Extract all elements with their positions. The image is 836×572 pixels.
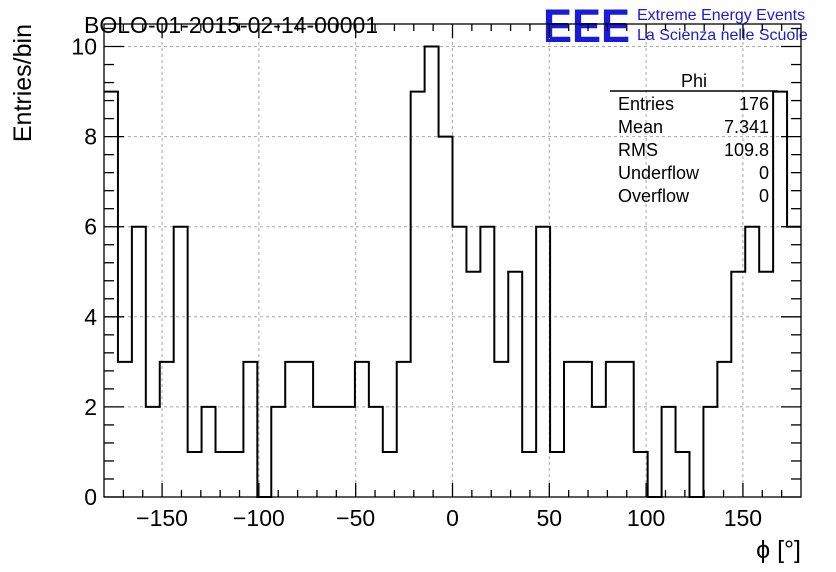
histogram-bin [466, 272, 480, 497]
x-tick-label: 150 [724, 505, 762, 531]
eee-logo: EEE [543, 0, 630, 52]
histogram-bin [662, 407, 676, 497]
stats-row-label: Underflow [618, 163, 700, 183]
stats-row-label: Overflow [618, 186, 690, 206]
x-tick-label: −150 [136, 505, 188, 531]
histogram-bin [439, 137, 453, 497]
stats-title: Phi [681, 71, 707, 91]
histogram-bin [271, 407, 285, 497]
histogram-bin [480, 227, 494, 497]
stats-row-value: 0 [759, 186, 769, 206]
histogram-outline [104, 45, 801, 498]
y-tick-label: 4 [84, 304, 97, 330]
stats-row-value: 176 [739, 94, 769, 114]
logo-line-1: Extreme Energy Events [637, 7, 805, 24]
x-tick-label: 50 [537, 505, 563, 531]
histogram-bin [146, 407, 160, 497]
histogram-bin [216, 452, 230, 497]
histogram-bin [425, 47, 439, 497]
x-tick-label: 0 [446, 505, 459, 531]
histogram-bin [341, 407, 355, 497]
y-tick-label: 6 [84, 214, 97, 240]
histogram-bin [731, 272, 745, 497]
stats-row-value: 109.8 [724, 140, 769, 160]
stats-row-value: 7.341 [724, 117, 769, 137]
histogram-bin [118, 362, 132, 497]
histogram-bin [285, 362, 299, 497]
histogram-bin [787, 227, 801, 497]
histogram-bin [564, 362, 578, 497]
y-tick-label: 8 [84, 124, 97, 150]
histogram-bin [243, 362, 257, 497]
histogram-bin [188, 452, 202, 497]
histogram-bin [606, 362, 620, 497]
histogram-bin [397, 362, 411, 497]
histogram-bin [620, 362, 634, 497]
histogram-bin [550, 452, 564, 497]
histogram-bin [592, 407, 606, 497]
stats-row-value: 0 [759, 163, 769, 183]
x-tick-label: −50 [336, 505, 375, 531]
histogram-bin [717, 362, 731, 497]
x-tick-label: −100 [233, 505, 285, 531]
histogram-bin [773, 92, 787, 497]
histogram-bin [676, 452, 690, 497]
histogram-bin [132, 227, 146, 497]
histogram-bin [313, 407, 327, 497]
histogram-bin [453, 227, 467, 497]
axes: −150 −100 −50 0 50 100 150 0 2 4 6 8 10 [71, 24, 801, 531]
histogram-bin [759, 272, 773, 497]
x-tick-label: 100 [627, 505, 665, 531]
stats-row-label: Mean [618, 117, 663, 137]
logo-line-2: La Scienza nelle Scuole [637, 27, 808, 44]
histogram-bin [174, 227, 188, 497]
y-tick-label: 10 [71, 34, 97, 60]
histogram-bin [299, 362, 313, 497]
histogram-bin [160, 362, 174, 497]
histogram-bin [202, 407, 216, 497]
histogram-bin [104, 92, 118, 497]
stats-box: Phi Entries 176 Mean 7.341 RMS 109.8 Underflow… [610, 71, 778, 206]
histogram-bin [745, 227, 759, 497]
stats-row-label: RMS [618, 140, 658, 160]
histogram-bin [327, 407, 341, 497]
histogram-bin [369, 407, 383, 497]
y-tick-label: 0 [84, 484, 97, 510]
stats-row-label: Entries [618, 94, 674, 114]
histogram-bin [536, 227, 550, 497]
histogram-bin [229, 452, 243, 497]
y-axis-label: Entries/bin [9, 24, 37, 142]
plot-frame [103, 23, 802, 498]
histogram-bins [104, 45, 801, 498]
y-tick-label: 2 [84, 394, 97, 420]
histogram-bin [494, 362, 508, 497]
histogram-bin [703, 407, 717, 497]
histogram-bin [522, 452, 536, 497]
histogram-bin [355, 362, 369, 497]
chart-title: BOLO-01-2015-02-14-00001 [84, 12, 378, 38]
histogram-bin [578, 362, 592, 497]
histogram-bin [508, 272, 522, 497]
histogram-bin [411, 92, 425, 497]
x-axis-label: ϕ [°] [756, 536, 801, 564]
